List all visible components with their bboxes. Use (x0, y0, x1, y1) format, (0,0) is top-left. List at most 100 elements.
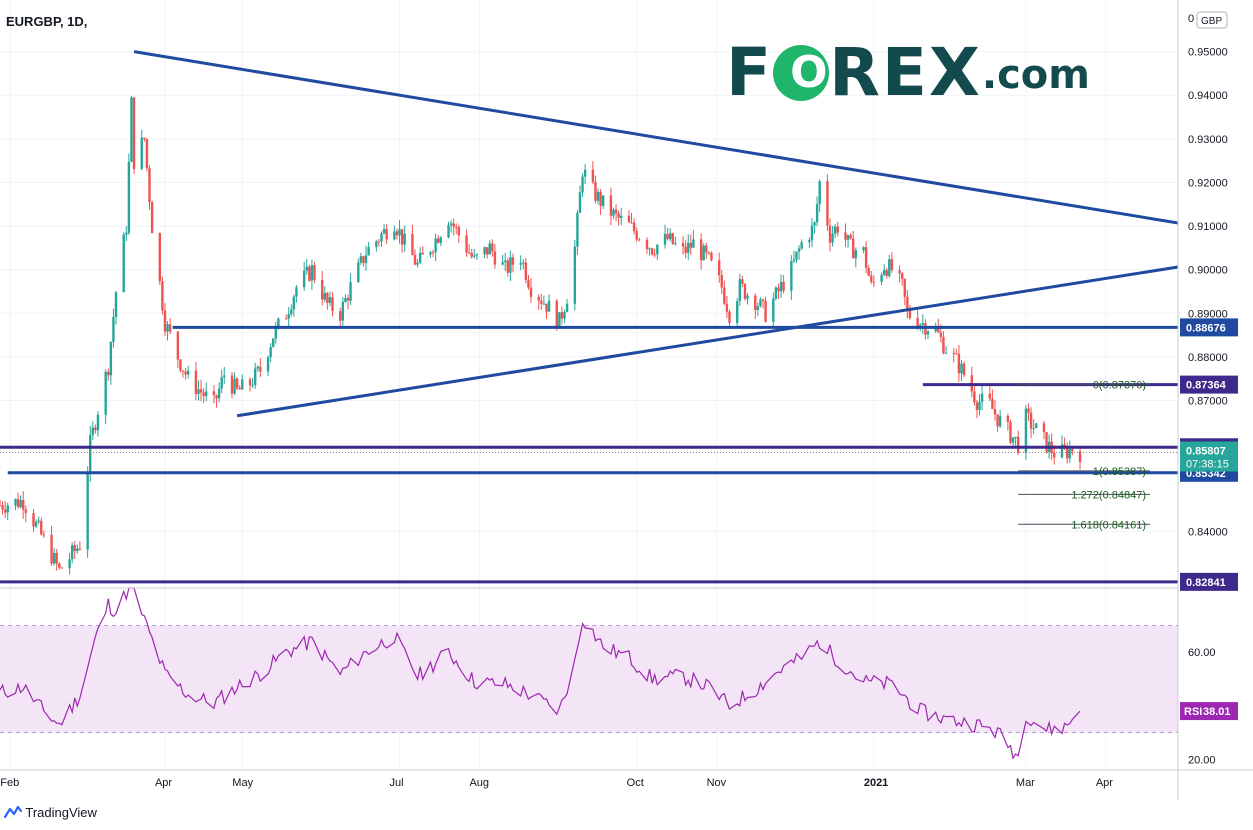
candle-body (272, 338, 275, 347)
candle-body (86, 473, 89, 550)
candle-body (596, 191, 600, 201)
candle-body (21, 500, 25, 510)
time-tick-label: Oct (627, 777, 644, 789)
candle-body (73, 545, 76, 552)
candle-body (558, 312, 561, 328)
candle-body (937, 327, 940, 333)
candle-body (220, 377, 223, 389)
candle-body (578, 192, 582, 213)
candle-body (359, 256, 363, 263)
candle-body (511, 257, 515, 265)
forex-logo: F O REX.com (726, 40, 1090, 106)
candle-body (341, 301, 345, 321)
candle-body (1011, 437, 1015, 443)
candle-body (529, 287, 533, 297)
time-tick-label: Mar (1016, 777, 1035, 789)
candle-body (506, 260, 510, 273)
tradingview-brand[interactable]: TradingView (3, 805, 97, 820)
candle-body (599, 191, 602, 206)
candle-body (612, 209, 615, 216)
candle-body (573, 246, 577, 304)
candle-body (398, 229, 401, 236)
horizontal-levels: 0.886760.873640.859270.853420.828410.858… (0, 318, 1238, 591)
candle-body (305, 266, 308, 271)
candle-body (864, 247, 868, 268)
logo-o-circle: O (773, 45, 830, 101)
candle-body (846, 235, 850, 240)
candle-body (759, 299, 762, 307)
candle-body (148, 168, 151, 203)
candle-body (702, 245, 705, 261)
candle-body (692, 239, 695, 248)
candle-body (403, 233, 406, 245)
price-tick-label: 0.95000 (1188, 47, 1228, 59)
candle-body (1068, 448, 1071, 459)
candle-body (186, 370, 190, 375)
candle-body (42, 534, 46, 536)
logo-o: O (790, 47, 828, 98)
candle-body (862, 247, 865, 251)
candle-body (34, 521, 38, 527)
candle-body (591, 169, 595, 182)
candle-body (437, 238, 440, 243)
candle-body (978, 401, 981, 410)
candle-body (238, 388, 241, 390)
candle-body (746, 295, 749, 299)
candle-body (1042, 423, 1046, 433)
level-08736-badge (1180, 375, 1238, 394)
candle-body (362, 256, 365, 264)
candle-body (810, 225, 814, 241)
candle-body (1065, 448, 1069, 459)
candle-body (380, 233, 383, 242)
time-tick-label: May (232, 777, 253, 789)
candle-body (898, 270, 901, 274)
candle-body (1078, 451, 1082, 462)
candle-body (813, 222, 816, 226)
candle-body (797, 248, 801, 252)
candle-body (132, 97, 136, 169)
candle-body (331, 297, 334, 312)
candle-body (256, 366, 259, 369)
candle-body (563, 312, 566, 319)
candle-body (19, 500, 22, 507)
candle-body (800, 242, 803, 249)
candle-body (1045, 432, 1048, 452)
candle-body (594, 181, 597, 201)
candle-body (885, 270, 888, 277)
candle-body (375, 241, 378, 248)
candle-body (509, 257, 512, 273)
candle-body (656, 244, 659, 255)
candle-body (109, 342, 113, 376)
candle-body (689, 242, 693, 248)
candle-body (988, 393, 992, 399)
symbol-title: EURGBP, 1D, (6, 14, 88, 29)
candle-body (638, 239, 641, 241)
candle-body (179, 359, 182, 371)
candle-body (310, 265, 314, 281)
candle-body (295, 287, 298, 297)
candle-body (761, 299, 765, 301)
candle-body (50, 534, 53, 564)
candle-body (145, 138, 149, 169)
candle-body (815, 204, 819, 223)
candle-body (367, 247, 370, 256)
candle-body (743, 284, 747, 299)
candle-body (284, 318, 288, 320)
candle-body (230, 375, 234, 394)
fib-label-1: 1(0.85387) (1093, 466, 1146, 478)
candle-body (828, 225, 832, 243)
currency-badge (1196, 11, 1228, 29)
rsi-value: 38.01 (1203, 706, 1231, 718)
candle-body (504, 260, 507, 263)
candle-body (339, 311, 342, 321)
candle-body (792, 259, 796, 262)
rsi-badge (1180, 702, 1238, 721)
candle-body (488, 243, 491, 255)
candle-body (723, 287, 726, 304)
lower-trendline (236, 265, 1179, 418)
candle-body (681, 242, 685, 247)
candle-body (357, 262, 360, 283)
price-tick-label: 0.89000 (1188, 308, 1228, 320)
time-tick-label: Jul (390, 777, 404, 789)
